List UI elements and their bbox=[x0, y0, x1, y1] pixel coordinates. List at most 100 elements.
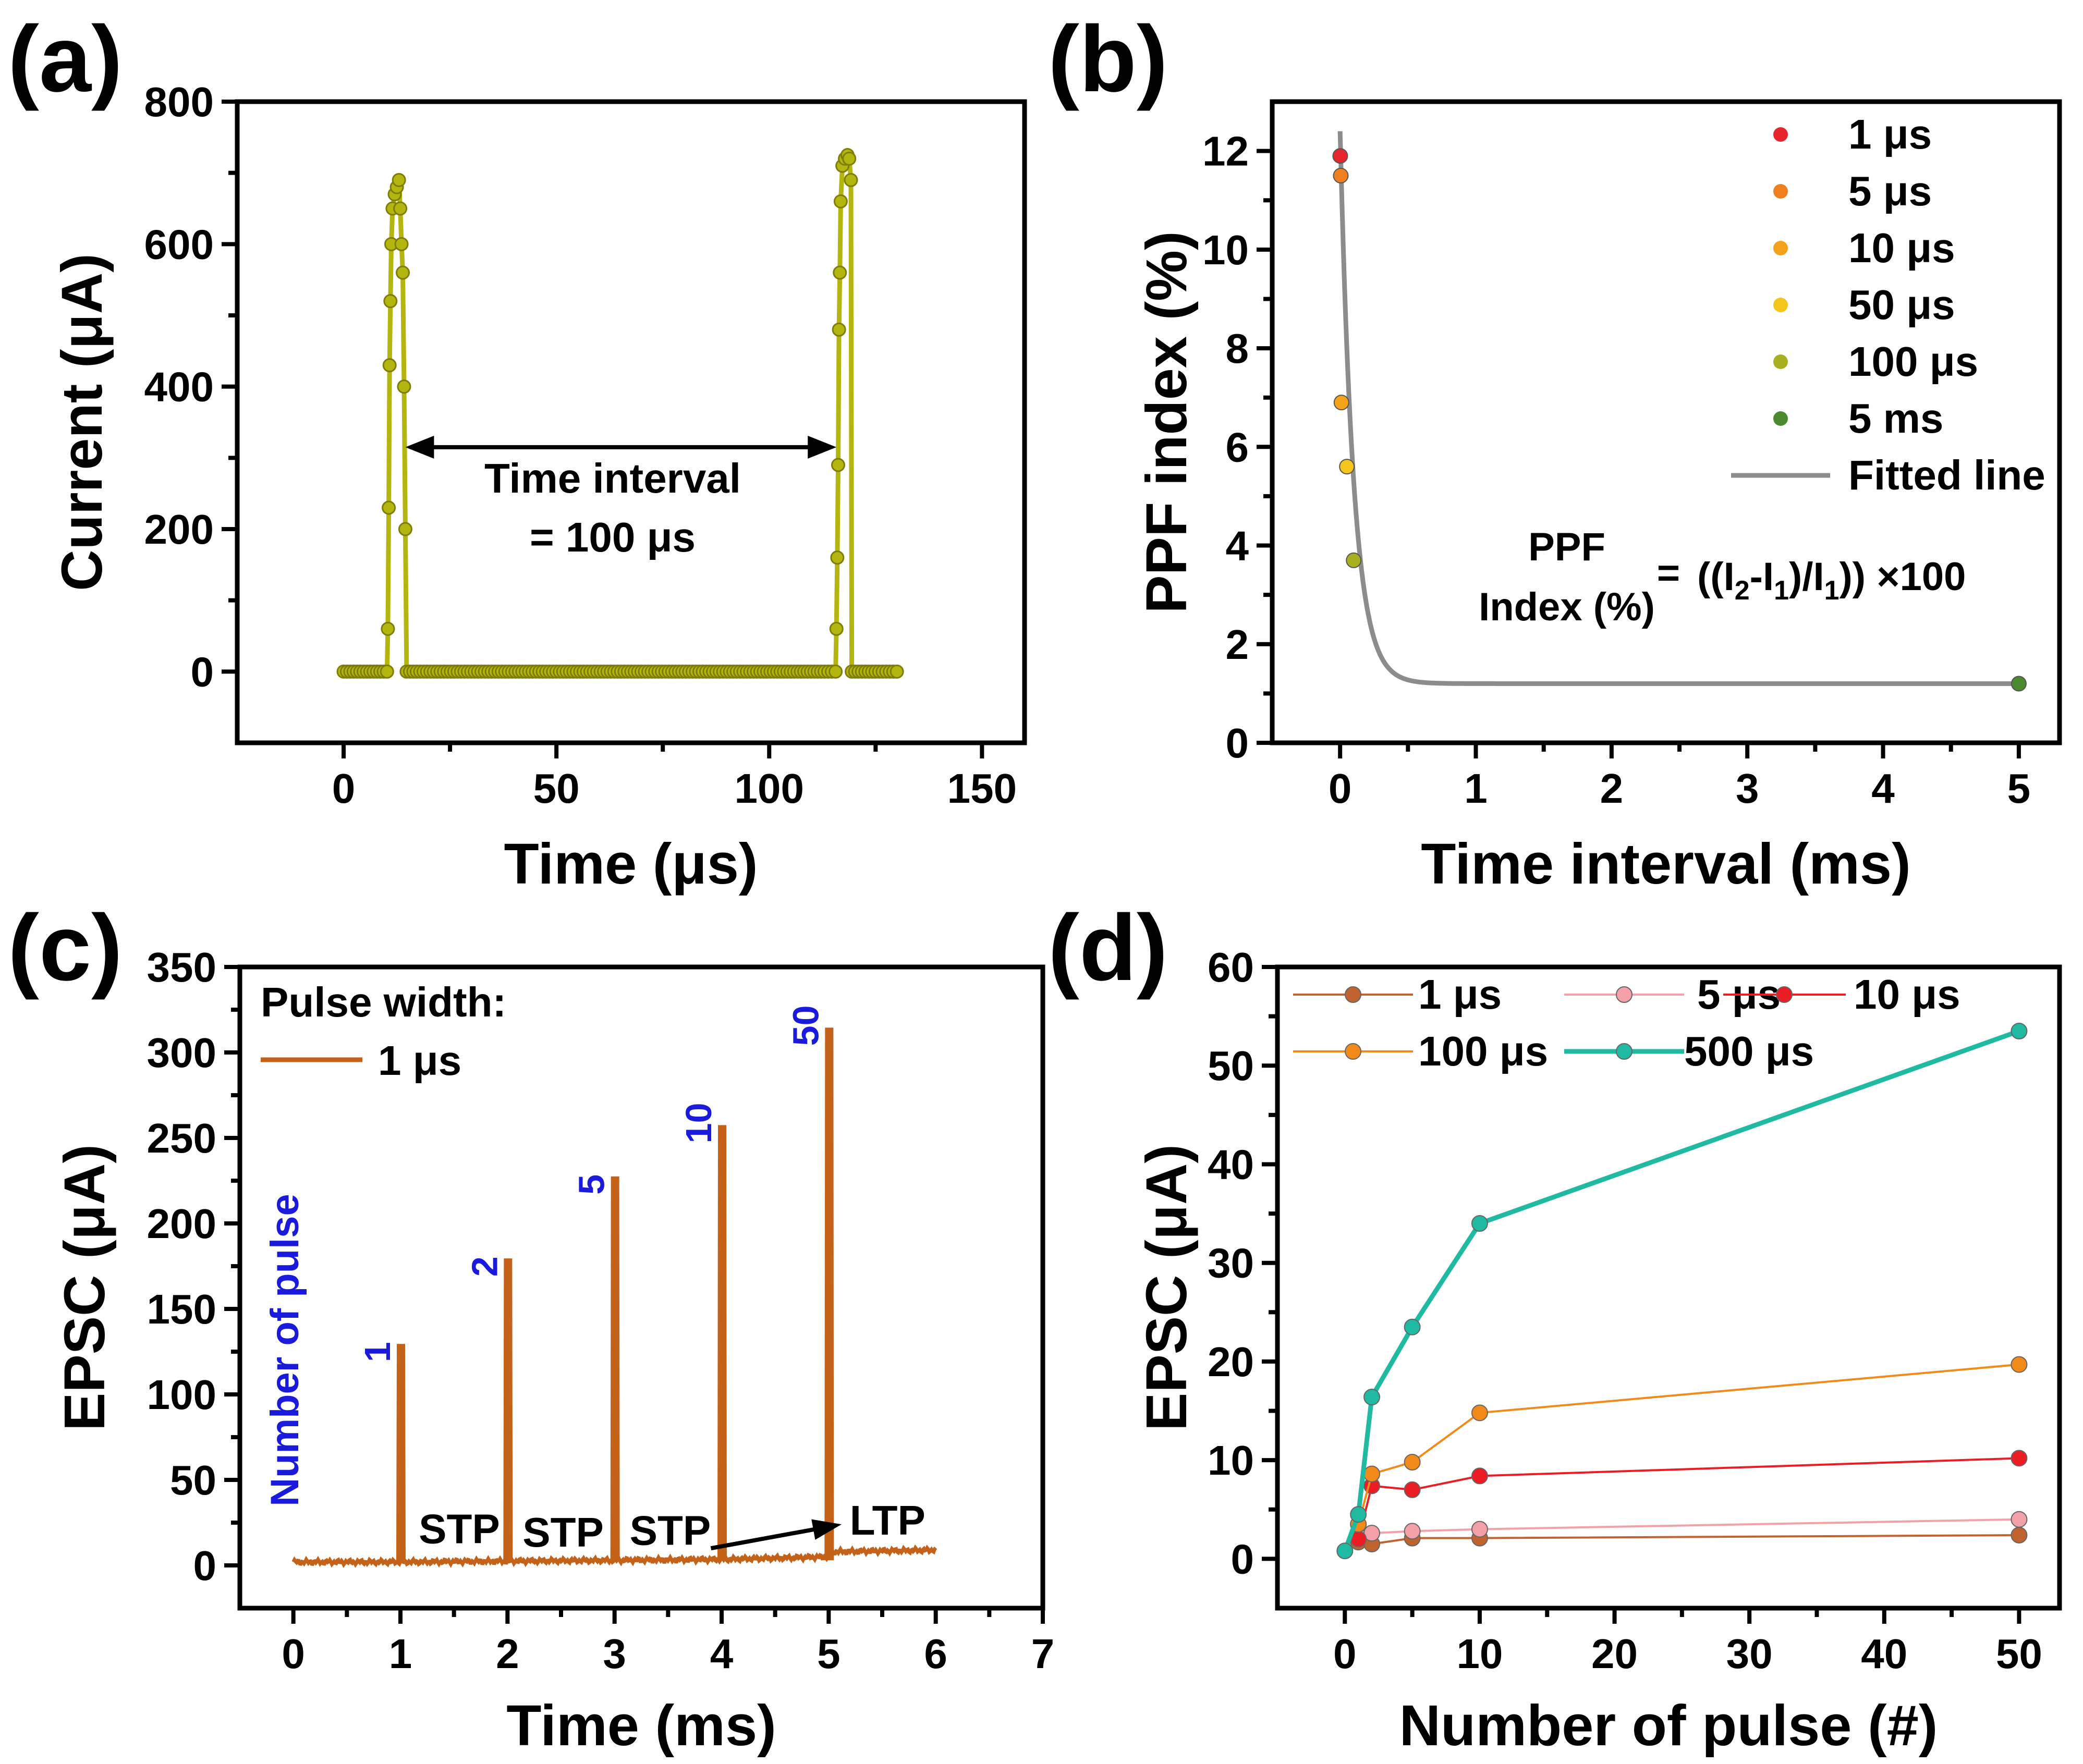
current-point bbox=[844, 173, 858, 187]
stp-to-ltp-arrowhead bbox=[811, 1519, 842, 1540]
y-tick-label: 600 bbox=[144, 221, 214, 267]
y-tick-label: 50 bbox=[170, 1457, 216, 1503]
current-point bbox=[832, 322, 846, 337]
plot-frame-c bbox=[237, 964, 1045, 1611]
equation-lhs-line2: Index (%) bbox=[1479, 585, 1655, 629]
y-tick-label: 800 bbox=[144, 79, 214, 125]
legend-label-100us: 100 μs bbox=[1848, 338, 1978, 385]
series-point bbox=[1471, 1404, 1488, 1422]
legend-label-10us: 10 μs bbox=[1848, 225, 1955, 271]
y-tick-label: 2 bbox=[1226, 621, 1249, 668]
legend-label-1us: 1 μs bbox=[1418, 971, 1502, 1018]
y-axis-label-c: EPSC (μA) bbox=[53, 1144, 117, 1431]
y-tick-label: 8 bbox=[1226, 325, 1249, 372]
ppf-point bbox=[1333, 167, 1349, 183]
plot-frame-d bbox=[1275, 964, 2062, 1611]
y-tick-label: 350 bbox=[147, 944, 216, 990]
y-tick-label: 150 bbox=[147, 1286, 216, 1332]
plasticity-labels: STP STP STP LTP bbox=[419, 1497, 925, 1555]
legend-label-c: 1 μs bbox=[378, 1037, 461, 1084]
x-axis-label-a: Time (μs) bbox=[504, 832, 758, 896]
legend-marker-100us bbox=[1773, 354, 1788, 369]
x-tick-label: 10 bbox=[1456, 1631, 1503, 1677]
axis-ticks-d bbox=[1262, 965, 2021, 1624]
x-tick-labels-c: 0 1 2 3 4 5 6 7 bbox=[282, 1631, 1054, 1677]
legend-marker-5us bbox=[1616, 986, 1633, 1003]
series-point bbox=[1471, 1521, 1488, 1538]
y-tick-label: 12 bbox=[1202, 128, 1249, 175]
axis-ticks-c bbox=[224, 965, 1045, 1624]
x-tick-label: 50 bbox=[533, 765, 580, 812]
series-point bbox=[1404, 1523, 1421, 1540]
legend-label-5ms: 5 ms bbox=[1848, 395, 1943, 442]
panel-d: (d) 0 10 20 30 40 50 0 10 20 30 40 50 60… bbox=[1048, 896, 2062, 1758]
x-tick-labels-d: 0 10 20 30 40 50 bbox=[1333, 1631, 2042, 1677]
series-line bbox=[1358, 1518, 2019, 1537]
epsc-spike bbox=[824, 1027, 834, 1561]
series-point bbox=[1404, 1481, 1421, 1498]
y-tick-label: 0 bbox=[191, 648, 214, 695]
x-tick-label: 150 bbox=[947, 765, 1017, 812]
y-tick-label: 0 bbox=[1231, 1536, 1254, 1582]
panel-label-a: (a) bbox=[8, 7, 123, 112]
x-tick-labels-a: 0 50 100 150 bbox=[332, 765, 1017, 812]
x-tick-label: 5 bbox=[2007, 765, 2031, 812]
ppf-point bbox=[2011, 676, 2027, 692]
series-point bbox=[1363, 1465, 1381, 1483]
spike-label-5: 5 bbox=[571, 1174, 612, 1195]
y-tick-label: 400 bbox=[144, 364, 214, 410]
legend-label-500us: 500 μs bbox=[1684, 1028, 1814, 1074]
legend-label-1us: 1 μs bbox=[1848, 111, 1932, 157]
y-tick-labels-a: 0 200 400 600 800 bbox=[144, 79, 214, 695]
equation-equals: = bbox=[1657, 551, 1680, 595]
interval-text-line1: Time interval bbox=[484, 455, 741, 501]
current-point bbox=[890, 664, 904, 679]
x-tick-label: 1 bbox=[1464, 765, 1488, 812]
panel-label-b: (b) bbox=[1048, 7, 1168, 112]
panel-label-d: (d) bbox=[1048, 896, 1168, 1000]
y-tick-label: 4 bbox=[1226, 523, 1249, 569]
x-tick-label: 2 bbox=[1600, 765, 1624, 812]
x-axis-label-b: Time interval (ms) bbox=[1421, 832, 1910, 896]
plot-frame-b bbox=[1270, 99, 2062, 745]
epsc-spikes bbox=[396, 1027, 834, 1561]
legend-label-10us: 10 μs bbox=[1854, 971, 1960, 1018]
current-point bbox=[382, 358, 397, 373]
legend-marker-500us bbox=[1616, 1043, 1633, 1060]
x-tick-labels-b: 0 1 2 3 4 5 bbox=[1329, 765, 2030, 812]
series-point bbox=[1404, 1318, 1421, 1336]
current-point bbox=[829, 621, 844, 636]
y-tick-label: 40 bbox=[1208, 1141, 1254, 1187]
y-tick-label: 300 bbox=[147, 1030, 216, 1076]
current-point bbox=[382, 500, 396, 515]
x-tick-label: 2 bbox=[496, 1631, 519, 1677]
current-point bbox=[833, 194, 848, 209]
y-tick-label: 10 bbox=[1208, 1437, 1254, 1484]
x-tick-label: 100 bbox=[735, 765, 804, 812]
panel-c: (c) 0 1 2 3 4 5 6 7 0 50 100 150 200 250… bbox=[8, 896, 1054, 1758]
ppf-point bbox=[1333, 395, 1349, 411]
y-tick-label: 250 bbox=[147, 1115, 216, 1161]
x-tick-label: 0 bbox=[1333, 1631, 1357, 1677]
y-tick-labels-d: 0 10 20 30 40 50 60 bbox=[1208, 944, 1254, 1582]
x-tick-label: 40 bbox=[1861, 1631, 1907, 1677]
x-axis-label-d: Number of pulse (#) bbox=[1399, 1694, 1938, 1758]
series-point bbox=[1350, 1506, 1367, 1523]
axis-ticks-a bbox=[222, 100, 984, 758]
legend-b: 1 μs 5 μs 10 μs 50 μs 100 μs 5 ms Fitted… bbox=[1731, 111, 2045, 498]
series-point bbox=[2011, 1511, 2028, 1528]
current-point bbox=[830, 550, 845, 565]
epsc-spike bbox=[503, 1258, 513, 1561]
current-point bbox=[396, 265, 410, 280]
current-point bbox=[831, 458, 845, 472]
ppf-point bbox=[1332, 148, 1348, 164]
current-point bbox=[829, 664, 843, 679]
spike-label-2: 2 bbox=[464, 1256, 505, 1277]
y-tick-labels-b: 0 2 4 6 8 10 12 bbox=[1202, 128, 1249, 766]
current-trace bbox=[344, 150, 897, 674]
epsc-spike bbox=[396, 1344, 406, 1561]
series-line bbox=[1358, 1534, 2019, 1546]
legend-marker-10us bbox=[1773, 241, 1788, 255]
legend-marker-5ms bbox=[1773, 411, 1788, 426]
y-tick-label: 200 bbox=[144, 506, 214, 553]
